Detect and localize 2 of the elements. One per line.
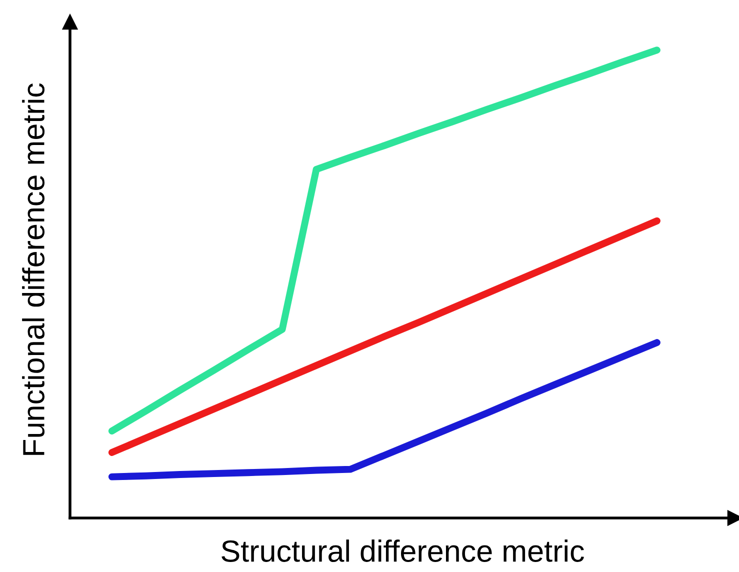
- x-axis-title: Structural difference metric: [222, 540, 584, 562]
- y-axis-title: Functional difference metric: [22, 83, 45, 455]
